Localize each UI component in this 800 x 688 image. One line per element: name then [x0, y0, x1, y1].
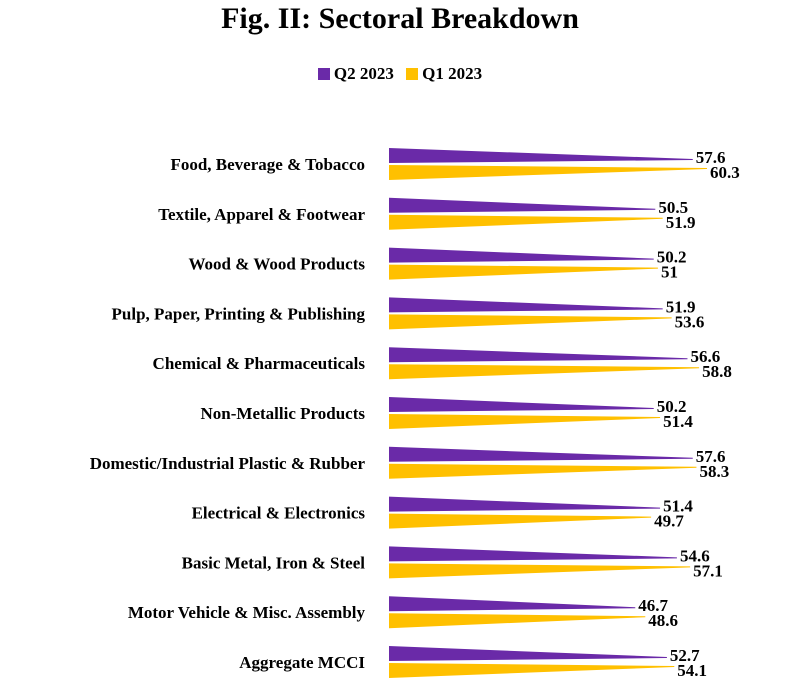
value-label-q2-2023-domestic-industrial-plastic-rubber: 57.6 — [696, 447, 726, 466]
bar-q1-2023-motor-vehicle-misc-assembly — [389, 613, 646, 629]
value-label-q2-2023-non-metallic-products: 50.2 — [657, 397, 687, 416]
value-label-q2-2023-food-beverage-tobacco: 57.6 — [696, 148, 726, 167]
bar-q2-2023-pulp-paper-printing-publishing — [389, 297, 663, 313]
value-label-q1-2023-food-beverage-tobacco: 60.3 — [710, 163, 740, 182]
bar-q2-2023-basic-metal-iron-steel — [389, 546, 677, 562]
category-label-textile-apparel-footwear: Textile, Apparel & Footwear — [158, 205, 365, 224]
bar-q1-2023-textile-apparel-footwear — [389, 214, 663, 230]
value-label-q1-2023-aggregate-mcci: 54.1 — [677, 661, 707, 680]
category-label-wood-wood-products: Wood & Wood Products — [189, 255, 366, 274]
category-label-food-beverage-tobacco: Food, Beverage & Tobacco — [170, 155, 365, 174]
bar-q2-2023-chemical-pharmaceuticals — [389, 347, 688, 363]
bar-q1-2023-aggregate-mcci — [389, 663, 675, 678]
value-label-q2-2023-aggregate-mcci: 52.7 — [670, 646, 700, 665]
value-label-q1-2023-domestic-industrial-plastic-rubber: 58.3 — [699, 462, 729, 481]
value-label-q2-2023-basic-metal-iron-steel: 54.6 — [680, 546, 710, 565]
value-label-q2-2023-chemical-pharmaceuticals: 56.6 — [690, 347, 720, 366]
category-label-domestic-industrial-plastic-rubber: Domestic/Industrial Plastic & Rubber — [90, 454, 366, 473]
value-label-q2-2023-wood-wood-products: 50.2 — [657, 248, 687, 267]
category-label-aggregate-mcci: Aggregate MCCI — [239, 653, 365, 672]
value-label-q1-2023-textile-apparel-footwear: 51.9 — [666, 213, 696, 232]
legend-swatch-q1 — [406, 68, 419, 80]
bar-q2-2023-domestic-industrial-plastic-rubber — [389, 446, 693, 462]
category-label-motor-vehicle-misc-assembly: Motor Vehicle & Misc. Assembly — [128, 603, 366, 622]
legend-swatch-q2 — [317, 68, 330, 80]
bar-q2-2023-non-metallic-products — [389, 397, 654, 412]
bar-q2-2023-motor-vehicle-misc-assembly — [389, 596, 636, 612]
category-label-basic-metal-iron-steel: Basic Metal, Iron & Steel — [182, 553, 366, 572]
bar-q2-2023-textile-apparel-footwear — [389, 197, 656, 213]
value-label-q1-2023-pulp-paper-printing-publishing: 53.6 — [675, 312, 705, 331]
category-label-pulp-paper-printing-publishing: Pulp, Paper, Printing & Publishing — [112, 304, 366, 323]
value-label-q2-2023-electrical-electronics: 51.4 — [663, 497, 693, 516]
bar-q1-2023-basic-metal-iron-steel — [389, 563, 691, 579]
bar-q2-2023-electrical-electronics — [389, 496, 661, 512]
value-label-q1-2023-electrical-electronics: 49.7 — [654, 512, 684, 531]
legend-label-q1: Q1 2023 — [422, 64, 483, 83]
bar-q2-2023-aggregate-mcci — [389, 646, 667, 661]
bar-q1-2023-food-beverage-tobacco — [389, 165, 707, 180]
value-label-q1-2023-motor-vehicle-misc-assembly: 48.6 — [648, 611, 678, 630]
category-label-electrical-electronics: Electrical & Electronics — [192, 504, 366, 523]
category-label-chemical-pharmaceuticals: Chemical & Pharmaceuticals — [153, 354, 366, 373]
legend-item-q1: Q1 2023 — [406, 64, 482, 84]
bar-q1-2023-wood-wood-products — [389, 264, 658, 280]
value-label-q1-2023-non-metallic-products: 51.4 — [663, 412, 693, 431]
value-label-q2-2023-pulp-paper-printing-publishing: 51.9 — [666, 297, 696, 316]
category-label-non-metallic-products: Non-Metallic Products — [201, 404, 366, 423]
bar-q2-2023-food-beverage-tobacco — [389, 148, 693, 163]
value-label-q1-2023-wood-wood-products: 51 — [661, 263, 678, 282]
bar-q1-2023-non-metallic-products — [389, 414, 661, 429]
bar-q2-2023-wood-wood-products — [389, 247, 654, 263]
chart-title: Fig. II: Sectoral Breakdown — [221, 2, 579, 35]
legend-label-q2: Q2 2023 — [333, 64, 394, 83]
bar-q1-2023-domestic-industrial-plastic-rubber — [389, 463, 697, 479]
bar-q1-2023-pulp-paper-printing-publishing — [389, 314, 672, 330]
value-label-q2-2023-motor-vehicle-misc-assembly: 46.7 — [638, 596, 668, 615]
value-label-q1-2023-chemical-pharmaceuticals: 58.8 — [702, 362, 732, 381]
chart-legend: Q2 2023 Q1 2023 — [0, 64, 800, 85]
bar-q1-2023-chemical-pharmaceuticals — [389, 364, 700, 380]
legend-item-q2: Q2 2023 — [317, 64, 394, 84]
value-label-q1-2023-basic-metal-iron-steel: 57.1 — [693, 561, 723, 580]
value-label-q2-2023-textile-apparel-footwear: 50.5 — [658, 198, 688, 217]
bar-q1-2023-electrical-electronics — [389, 513, 652, 529]
